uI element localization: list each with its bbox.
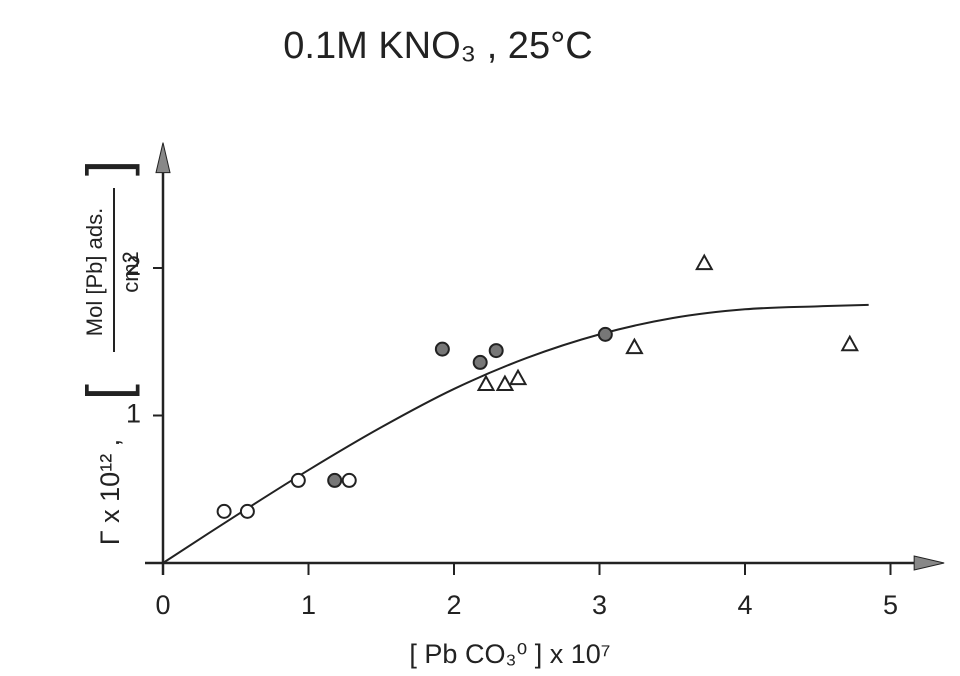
chart-title: 0.1M KNO₃ , 25°C — [283, 25, 592, 67]
y-tick-label: 2 — [126, 251, 141, 281]
x-tick-labels: 0 1 2 3 4 5 — [155, 590, 898, 620]
y-axis-label-denominator: cm2 — [118, 251, 143, 293]
filled-circle-point — [488, 343, 504, 359]
x-tick-label: 3 — [592, 590, 607, 620]
data-points — [216, 253, 859, 519]
x-tick-label: 5 — [883, 590, 898, 620]
filled-circle-point — [434, 341, 450, 357]
x-axis-arrowhead — [913, 555, 945, 571]
open-circle-point — [290, 472, 306, 488]
filled-circle-point — [327, 472, 343, 488]
fit-curve — [162, 303, 869, 564]
y-tick-labels: 12 — [126, 251, 141, 429]
open-circle-point — [341, 472, 357, 488]
y-axis-label: Γ x 10¹² , [ Mol [Pb] ads. cm2 ] — [75, 160, 142, 545]
open-triangle-point — [840, 334, 859, 352]
y-tick-label: 1 — [126, 399, 141, 429]
x-axis-label: [ Pb CO₃⁰ ] x 10⁷ — [409, 639, 610, 669]
axes — [145, 142, 945, 575]
x-tick-label: 2 — [446, 590, 461, 620]
open-triangle-point — [695, 253, 714, 271]
open-triangle-point — [625, 337, 644, 355]
y-axis-label-prefix: Γ x 10¹² , — [95, 439, 125, 545]
filled-circle-point — [472, 354, 488, 370]
x-tick-label: 0 — [155, 590, 170, 620]
filled-circle-point — [597, 326, 613, 342]
y-axis-label-bracket-right: ] — [75, 160, 140, 176]
open-triangle-point — [495, 374, 515, 392]
open-circle-point — [216, 503, 232, 519]
y-axis-label-numerator: Mol [Pb] ads. — [82, 208, 107, 336]
open-triangle-point — [476, 374, 496, 392]
x-tick-label: 1 — [301, 590, 316, 620]
open-circle-point — [239, 503, 255, 519]
y-axis-label-bracket-left: [ — [75, 384, 140, 400]
y-axis-arrowhead — [155, 142, 171, 174]
open-triangle-point — [508, 368, 528, 386]
x-tick-label: 4 — [737, 590, 752, 620]
